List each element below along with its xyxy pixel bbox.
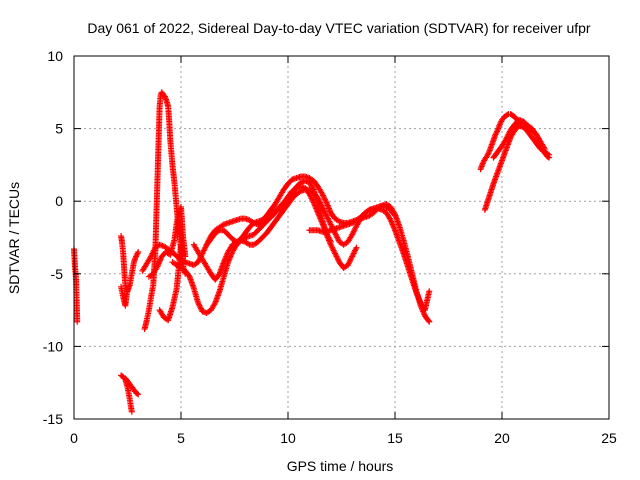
data-point <box>128 408 135 415</box>
data-point <box>126 282 133 289</box>
data-point <box>182 253 189 260</box>
x-tick-label: 5 <box>177 430 185 446</box>
data-point <box>426 318 433 325</box>
data-point <box>425 317 432 324</box>
data-point <box>74 318 81 325</box>
y-tick-label: 5 <box>55 121 63 137</box>
y-tick-label: 10 <box>47 48 63 64</box>
data-point <box>135 391 142 398</box>
data-point <box>391 211 398 218</box>
data-point <box>134 390 141 397</box>
data-point <box>392 212 398 219</box>
data-point <box>135 249 142 256</box>
chart-title: Day 061 of 2022, Sidereal Day-to-day VTE… <box>87 20 591 36</box>
y-axis-label: SDTVAR / TECUs <box>6 182 22 294</box>
y-tick-label: -15 <box>43 411 63 427</box>
x-tick-label: 0 <box>70 430 78 446</box>
ticks <box>73 55 610 420</box>
series-t0 <box>71 246 81 325</box>
y-tick-label: 0 <box>55 193 63 209</box>
series-e2 <box>481 122 553 213</box>
x-axis-label: GPS time / hours <box>287 458 394 474</box>
data-point <box>178 241 184 248</box>
x-tick-label: 20 <box>494 430 510 446</box>
x-tick-label: 25 <box>601 430 617 446</box>
series-d5 <box>306 205 433 314</box>
tick-labels: 0 5 10 15 20 25 -15 -10 -5 0 5 10 <box>43 48 617 446</box>
series-a2 <box>122 375 142 398</box>
series-e3 <box>490 116 548 161</box>
data-point <box>185 272 192 279</box>
data-point <box>215 271 222 278</box>
data-point <box>541 145 548 152</box>
plot-frame <box>73 55 610 420</box>
data-point <box>546 151 553 158</box>
series-a1 <box>118 372 135 415</box>
data-point <box>426 288 433 295</box>
x-tick-label: 15 <box>387 430 403 446</box>
x-tick-label: 10 <box>280 430 296 446</box>
data-layer <box>71 89 553 415</box>
series-b2 <box>118 282 133 309</box>
y-tick-label: -10 <box>43 338 63 354</box>
y-tick-label: -5 <box>51 266 64 282</box>
series-d4 <box>203 183 360 271</box>
data-point <box>353 244 360 251</box>
